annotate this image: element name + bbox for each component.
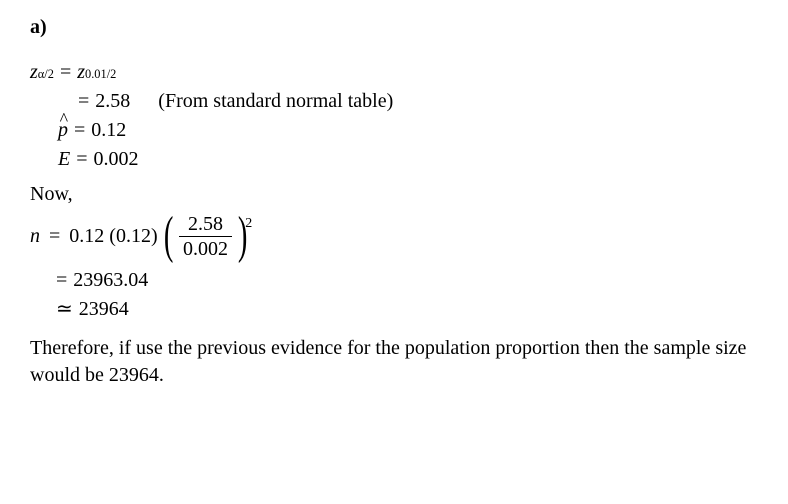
big-paren-right: ) [238,218,248,254]
coef2-open: ( [109,225,116,247]
equals-4: = [76,148,87,171]
table-note: (From standard normal table) [158,90,393,113]
fraction: 2.58 0.002 [179,214,232,259]
e-var: E [58,148,70,171]
z-var-left: z [30,61,38,84]
n-var: n [30,225,40,247]
e-value: 0.002 [94,148,139,171]
frac-num: 2.58 [184,214,227,236]
part-label: a) [30,16,758,39]
formula-lead: n = 0.12 (0.12) [30,225,158,248]
coef2-close: ) [151,225,158,247]
z-var-right: z [77,61,85,84]
formula-row: n = 0.12 (0.12) ( 2.58 0.002 ) 2 [30,214,758,259]
math-derivation: z α/2 = z 0.01/2 = 2.58 (From standard n… [30,61,758,321]
coef2: 0.12 [116,225,151,247]
equals-1: = [60,61,71,84]
equals-2: = [78,90,89,113]
z-alpha-defn: z α/2 = z 0.01/2 [30,61,758,84]
approx-symbol: ≃ [56,298,73,321]
now-label: Now, [30,183,758,206]
big-paren-left: ( [164,218,174,254]
result2: 23964 [79,298,129,321]
p-hat-value: 0.12 [91,119,126,142]
z-value-row: = 2.58 (From standard normal table) [72,90,758,113]
p-hat-var: p [58,119,68,142]
conclusion: Therefore, if use the previous evidence … [30,335,750,389]
equals-6: = [56,269,67,292]
z-value: 2.58 [95,90,130,113]
note-open: ( [158,90,165,112]
equals-5: = [49,225,60,247]
p-hat-row: p = 0.12 [58,119,758,142]
equals-3: = [74,119,85,142]
result1-row: = 23963.04 [50,269,758,292]
solution-page: a) z α/2 = z 0.01/2 = 2.58 (From standar… [0,0,788,504]
result1: 23963.04 [73,269,148,292]
note-close: ) [387,90,394,112]
z-sub-left: α/2 [38,67,54,81]
z-sub-right: 0.01/2 [85,67,116,81]
result2-row: ≃ 23964 [50,298,758,321]
coef1: 0.12 [69,225,104,247]
frac-den: 0.002 [179,236,232,259]
e-row: E = 0.002 [58,148,758,171]
note-text: From standard normal table [165,90,387,112]
